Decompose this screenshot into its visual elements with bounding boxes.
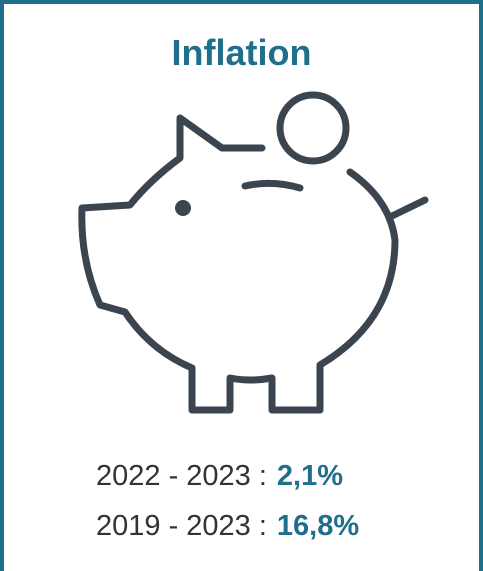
piggy-bank-icon (78, 91, 429, 414)
row: 2022 - 2023 : 2,1% (96, 460, 343, 493)
pig-outline (78, 114, 399, 414)
row: 2019 - 2023 : 16,8% (96, 510, 359, 543)
title: Inflation (171, 32, 312, 73)
value: 2,1% (276, 460, 344, 492)
tail (388, 196, 429, 220)
value: 16,8% (276, 510, 360, 542)
eye (175, 200, 191, 216)
period: 2019 - 2023 : (96, 510, 267, 542)
period: 2022 - 2023 : (96, 460, 267, 492)
coin-slot (241, 179, 304, 192)
coin (276, 91, 350, 165)
